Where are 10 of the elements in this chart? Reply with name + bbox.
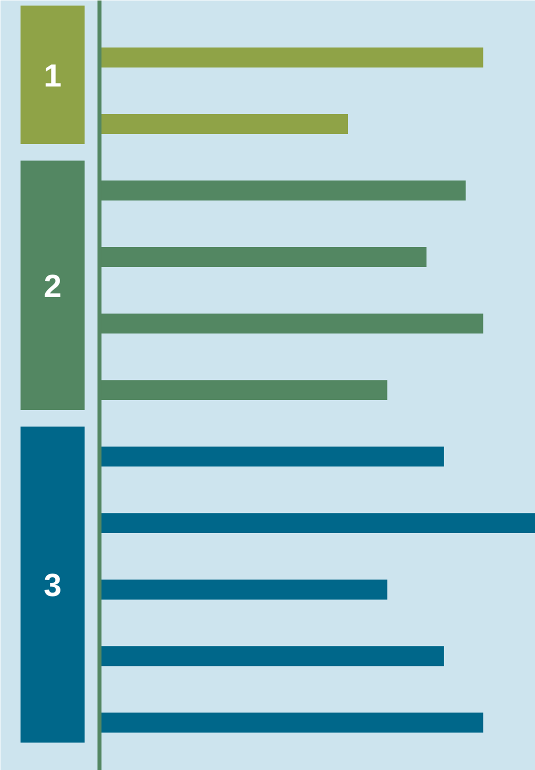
bar	[99, 712, 484, 733]
bar	[99, 446, 444, 467]
bar	[99, 114, 348, 134]
text: 2	[44, 268, 62, 304]
bar	[99, 580, 388, 600]
bar	[99, 646, 444, 666]
bar	[99, 48, 484, 68]
text: 3	[44, 567, 62, 604]
text: 1	[44, 57, 62, 94]
bar	[99, 513, 535, 534]
